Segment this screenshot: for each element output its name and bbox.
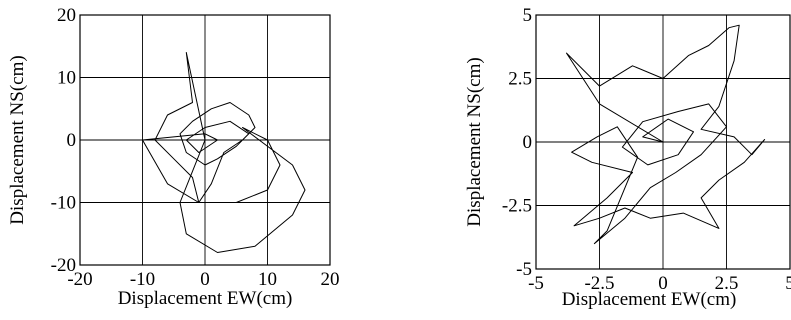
y-tick-label: -2.5 — [502, 196, 532, 217]
chart-left-frame — [79, 14, 331, 266]
x-tick-label: -20 — [67, 269, 92, 290]
chart-right-xlabel: Displacement EW(cm) — [562, 289, 737, 310]
chart-right: -5 -2.5 0 2.5 5 5 2.5 0 -2.5 -5 Displacement EW(c… — [464, 5, 791, 310]
chart-right-frame — [535, 14, 791, 270]
x-tick-label: 10 — [258, 269, 277, 290]
x-tick-label: 5 — [785, 273, 791, 294]
chart-right-ticks: -5 -2.5 0 2.5 5 5 2.5 0 -2.5 -5 — [502, 5, 791, 294]
y-tick-label: -10 — [51, 193, 76, 214]
chart-left-xlabel: Displacement EW(cm) — [118, 288, 293, 309]
y-tick-label: 2.5 — [508, 69, 532, 90]
y-tick-label: 10 — [57, 68, 76, 89]
y-tick-label: 5 — [523, 5, 533, 26]
chart-left: -20 -10 0 10 20 20 10 0 -10 -20 Displacement EW(c… — [7, 5, 340, 309]
y-tick-label: -20 — [51, 255, 76, 276]
y-tick-label: -5 — [516, 259, 532, 280]
y-tick-label: 20 — [57, 5, 76, 26]
chart-left-trace — [142, 52, 306, 253]
x-tick-label: 0 — [658, 273, 668, 294]
chart-right-trace — [566, 24, 766, 245]
y-tick-label: 0 — [67, 130, 77, 151]
x-tick-label: -5 — [528, 273, 544, 294]
y-tick-label: 0 — [523, 132, 533, 153]
x-tick-label: 0 — [200, 269, 210, 290]
chart-right-ylabel: Displacement NS(cm) — [464, 57, 485, 226]
chart-left-ylabel: Displacement NS(cm) — [7, 55, 28, 224]
x-tick-label: 2.5 — [715, 273, 739, 294]
chart-left-ticks: -20 -10 0 10 20 20 10 0 -10 -20 — [51, 5, 340, 290]
x-tick-label: -2.5 — [584, 273, 614, 294]
x-tick-label: 20 — [321, 269, 340, 290]
x-tick-label: -10 — [130, 269, 155, 290]
